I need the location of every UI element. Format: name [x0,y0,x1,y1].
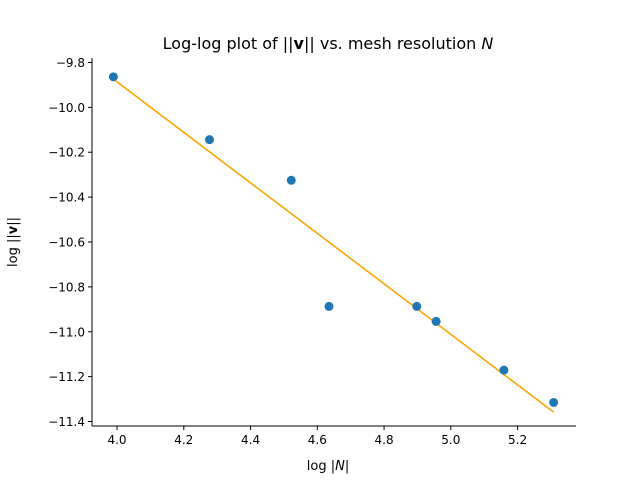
scatter-point [108,72,118,82]
scatter-point [499,365,509,375]
x-tick-label: 4.2 [174,433,193,447]
y-tick-label: −11.2 [48,370,85,384]
scatter-point [549,397,559,407]
x-tick-label: 4.0 [107,433,126,447]
y-tick-label: −11.0 [48,325,85,339]
x-tick-label: 4.4 [241,433,260,447]
scatter-point [412,301,422,311]
x-tick-label: 4.6 [308,433,327,447]
x-tick-label: 5.2 [508,433,527,447]
x-tick-label: 5.0 [441,433,460,447]
scatter-point [324,301,334,311]
x-axis-label: log |N| [307,459,349,474]
y-tick-label: −10.2 [48,146,85,160]
y-tick-label: −10.0 [48,101,85,115]
y-tick-label: −9.8 [56,56,85,70]
y-tick-label: −10.8 [48,280,85,294]
plot-area [108,72,559,413]
chart-title: Log-log plot of ||v|| vs. mesh resolutio… [163,34,494,53]
fit-line [112,78,555,413]
y-axis-label: log ||v|| [6,217,21,267]
y-tick-label: −10.6 [48,236,85,250]
scatter-point [204,135,214,145]
x-tick-label: 4.8 [375,433,394,447]
y-tick-label: −10.4 [48,191,85,205]
x-axis-ticks: 4.0 4.2 4.4 4.6 4.8 5.0 5.2 [107,426,527,447]
y-tick-label: −11.4 [48,415,85,429]
y-axis-ticks: −9.8 −10.0 −10.2 −10.4 −10.6 −10.8 −11.0 −11.2 −… [48,56,92,429]
scatter-point [286,175,296,185]
scatter-point [431,316,441,326]
